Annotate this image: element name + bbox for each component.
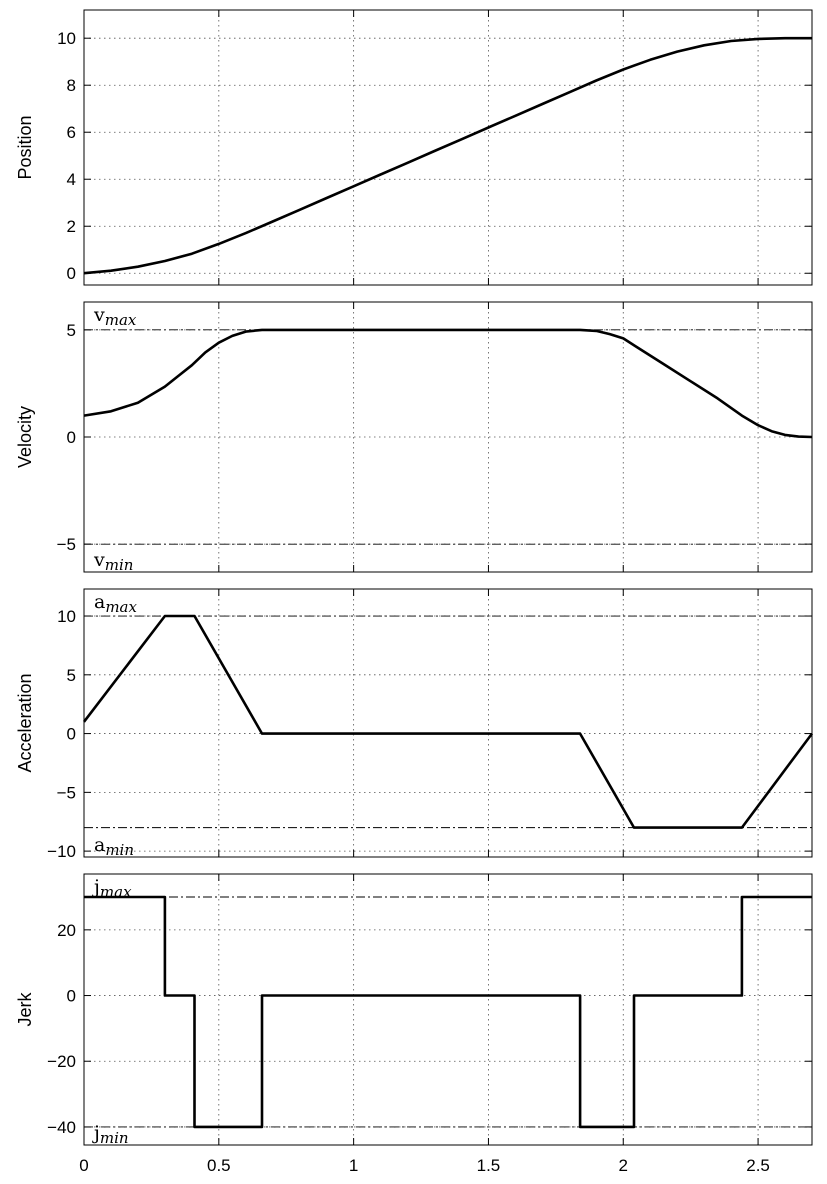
- series-line-0: [82, 614, 814, 829]
- y-tick-label: 0: [67, 987, 76, 1006]
- acceleration-panel: amax amin −10 −5 0 5 10 Acceleration: [15, 588, 814, 861]
- y-tick-label: 5: [67, 666, 76, 685]
- y-axis-label: Jerk: [15, 992, 35, 1027]
- x-tick-label: 0.5: [207, 1156, 231, 1175]
- y-tick-label: −5: [57, 783, 76, 802]
- position-panel: 0 2 4 6 8 10 Position: [15, 9, 813, 286]
- y-tick-label: −40: [47, 1118, 76, 1137]
- y-tick-label: 10: [57, 607, 76, 626]
- axes-frame: [83, 873, 813, 1146]
- y-tick-label: 20: [57, 921, 76, 940]
- limit-label-v-min: vmin: [93, 549, 133, 574]
- limit-label-v-max: vmax: [93, 304, 137, 329]
- axes-frame: [83, 301, 813, 573]
- limit-label-a-max: amax: [94, 591, 137, 616]
- y-tick-label: 4: [67, 170, 76, 189]
- axes-frame: [83, 588, 813, 858]
- y-tick-label: 8: [67, 76, 76, 95]
- y-axis-label: Acceleration: [15, 673, 35, 772]
- x-tick-label: 1: [349, 1156, 358, 1175]
- series-line-0: [83, 328, 813, 439]
- velocity-panel: vmax vmin −5 0 5 Velocity: [15, 301, 813, 574]
- y-tick-label: 0: [67, 428, 76, 447]
- y-tick-label: −5: [57, 535, 76, 554]
- y-tick-label: −20: [47, 1052, 76, 1071]
- y-tick-label: 5: [67, 321, 76, 340]
- y-tick-label: 2: [67, 217, 76, 236]
- x-tick-label: 0: [79, 1156, 88, 1175]
- x-tick-label: 2.5: [746, 1156, 770, 1175]
- x-tick-label: 2: [619, 1156, 628, 1175]
- y-tick-label: −10: [47, 842, 76, 861]
- y-tick-label: 6: [67, 123, 76, 142]
- series-line-0: [84, 895, 812, 1129]
- y-tick-label: 10: [57, 29, 76, 48]
- limit-label-a-min: amin: [94, 834, 134, 859]
- x-tick-label: 1.5: [477, 1156, 501, 1175]
- limit-label-j-min: jmin: [92, 1122, 129, 1147]
- y-axis-label: Velocity: [15, 406, 35, 468]
- y-axis-label: Position: [15, 115, 35, 179]
- y-tick-label: 0: [67, 725, 76, 744]
- axes-frame: [83, 9, 813, 286]
- series-line-0: [83, 36, 812, 275]
- y-tick-label: 0: [67, 264, 76, 283]
